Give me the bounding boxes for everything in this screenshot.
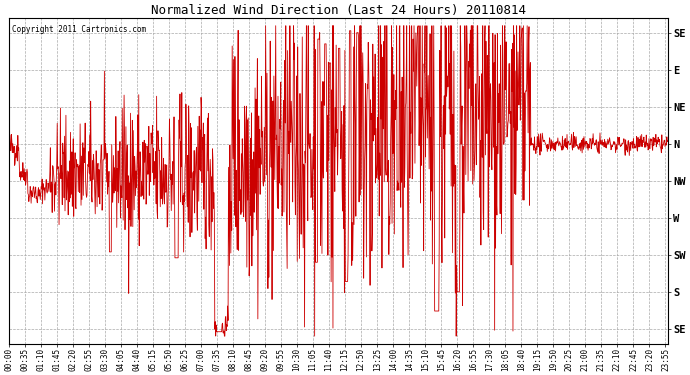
Title: Normalized Wind Direction (Last 24 Hours) 20110814: Normalized Wind Direction (Last 24 Hours… xyxy=(150,4,526,17)
Text: Copyright 2011 Cartronics.com: Copyright 2011 Cartronics.com xyxy=(12,25,146,34)
